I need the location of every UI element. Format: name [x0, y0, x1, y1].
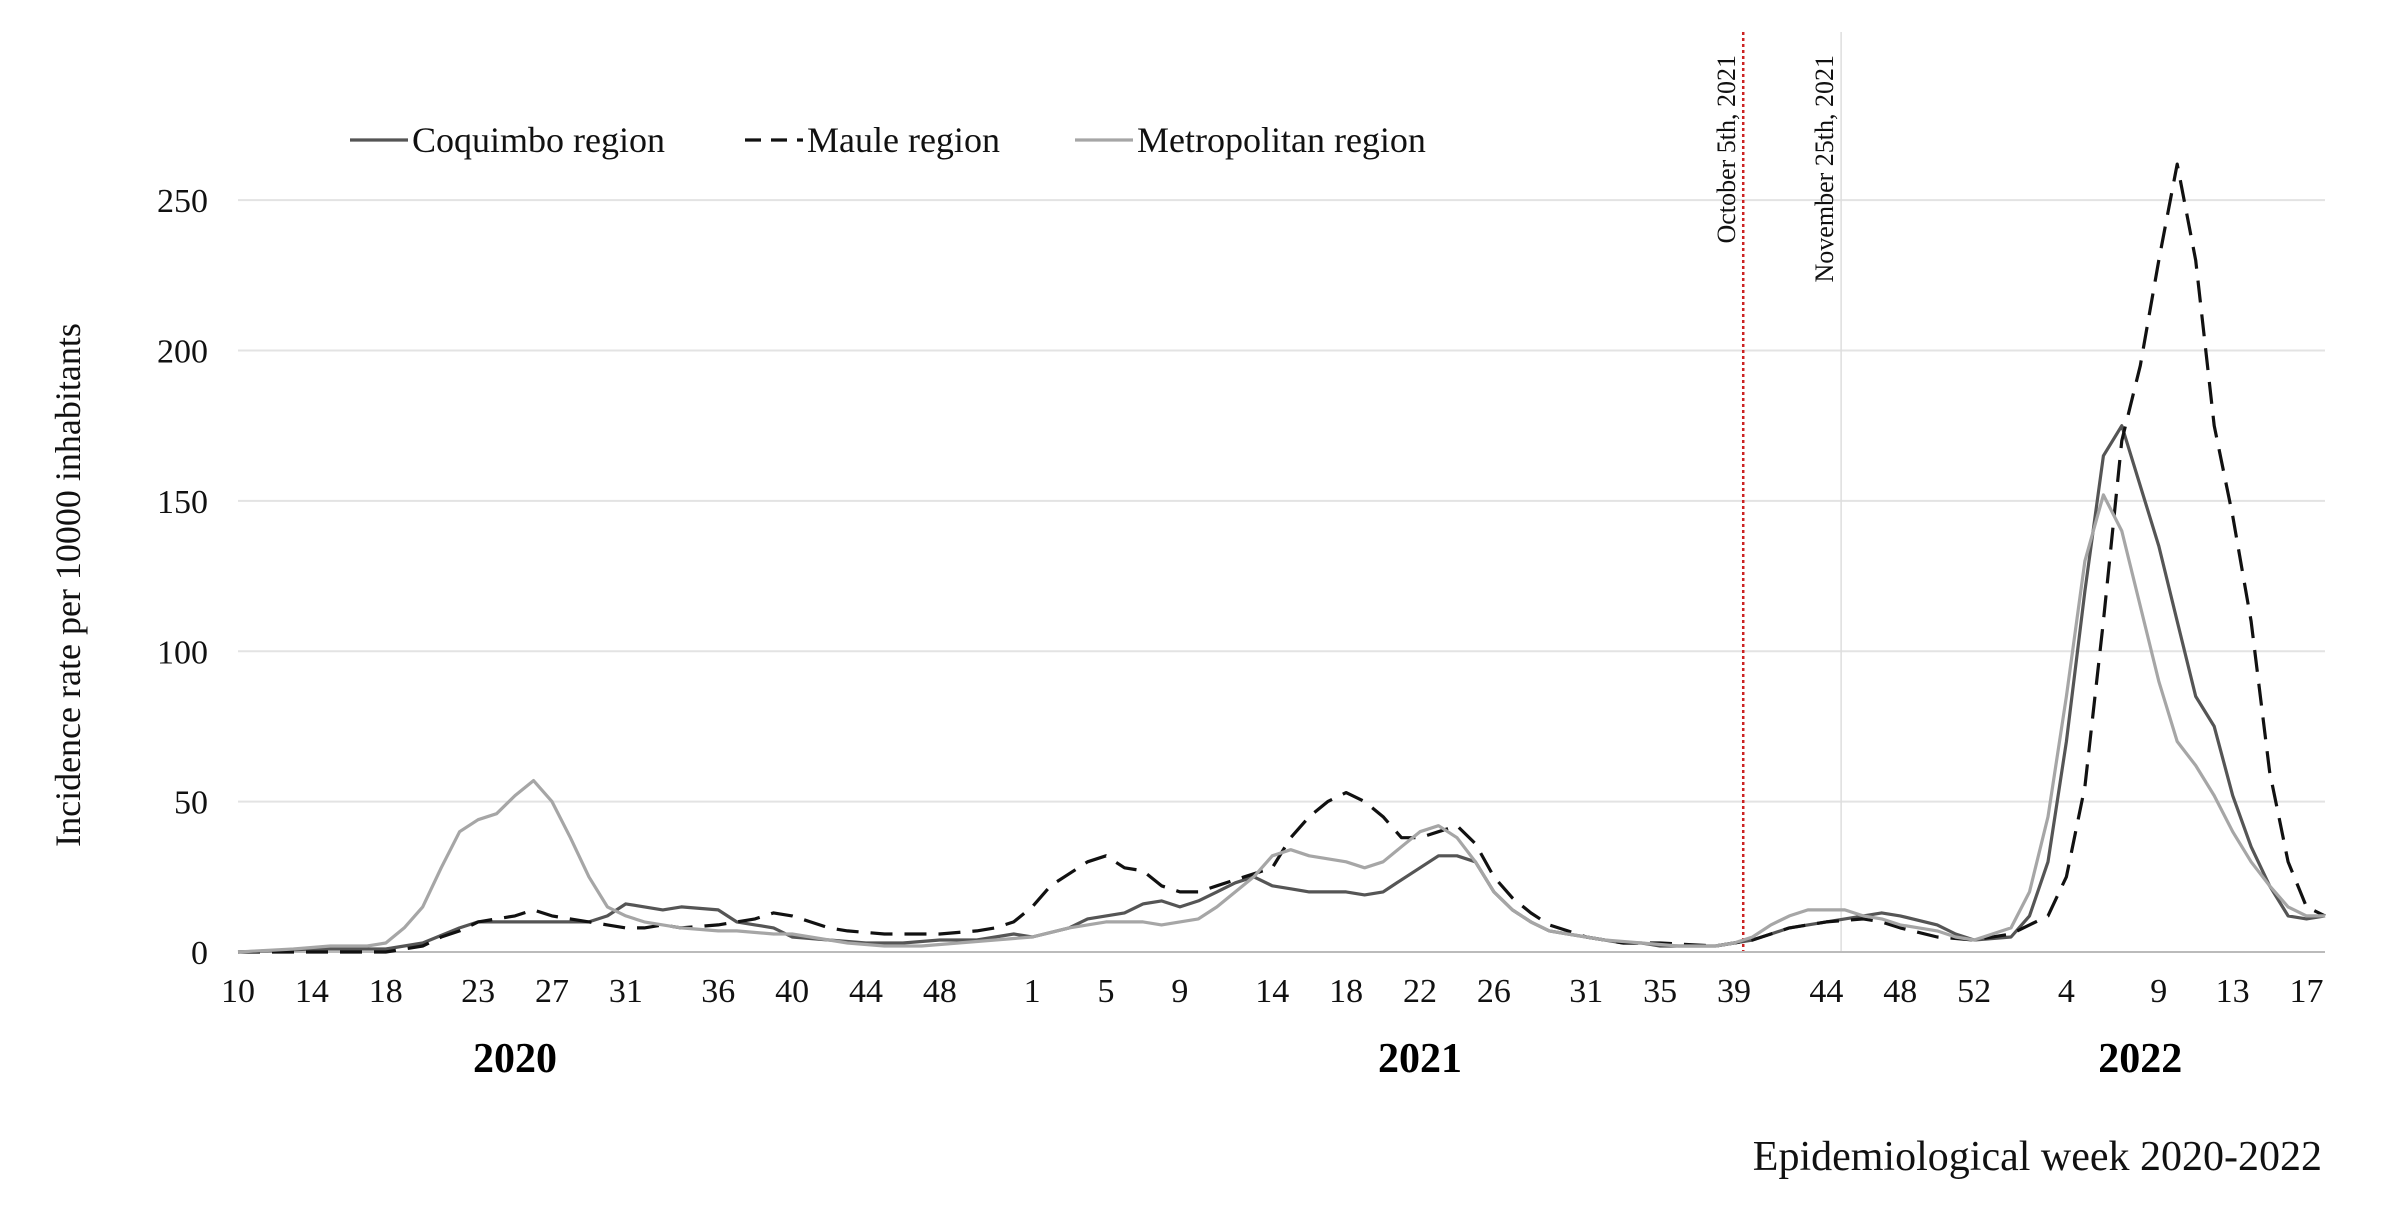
x-tick-label: 35	[1643, 973, 1677, 1010]
x-tick-labels: 10 14 18 23 27 31 36 40 44 48 1 5 9 14 18 22 26 31 35 39 44 4…	[221, 973, 2324, 1010]
series-line-metropolitan-region	[237, 493, 2325, 954]
year-label-2020: 2020	[473, 1036, 557, 1082]
x-tick-label: 31	[1569, 973, 1603, 1010]
y-tick-label: 150	[157, 484, 208, 521]
gridlines	[238, 199, 2325, 803]
x-tick-label: 23	[461, 973, 495, 1010]
legend: Coquimbo region Maule region Metropolitan …	[350, 120, 1426, 160]
x-axis-label: Epidemiological week 2020-2022	[1753, 1134, 2322, 1180]
series-lines	[237, 162, 2326, 954]
legend-label: Coquimbo region	[412, 120, 665, 160]
y-tick-label: 100	[157, 634, 208, 671]
x-tick-label: 1	[1024, 973, 1041, 1010]
x-tick-label: 4	[2058, 973, 2075, 1010]
vertical-marker-label: October 5th, 2021	[1712, 55, 1741, 243]
y-tick-label: 200	[157, 334, 208, 371]
x-tick-label: 13	[2216, 973, 2250, 1010]
x-tick-label: 9	[1171, 973, 1188, 1010]
x-tick-label: 31	[609, 973, 643, 1010]
series-line-maule-region	[238, 162, 2326, 954]
x-tick-label: 48	[1883, 973, 1917, 1010]
vertical-markers: October 5th, 2021 November 25th, 2021	[1712, 32, 1842, 952]
x-tick-label: 18	[369, 973, 403, 1010]
x-tick-label: 5	[1098, 973, 1115, 1010]
year-labels: 2020 2021 2022	[473, 1036, 2182, 1082]
y-tick-labels: 0 50 100 150 200 250	[157, 183, 208, 972]
x-tick-label: 18	[1329, 973, 1363, 1010]
y-tick-label: 250	[157, 183, 208, 220]
x-tick-label: 44	[1809, 973, 1843, 1010]
x-tick-label: 26	[1477, 973, 1511, 1010]
x-tick-label: 44	[849, 973, 883, 1010]
legend-label: Metropolitan region	[1137, 120, 1426, 160]
x-tick-label: 17	[2290, 973, 2324, 1010]
series-line-coquimbo-region	[237, 424, 2326, 954]
x-tick-label: 36	[701, 973, 735, 1010]
y-axis-label: Incidence rate per 10000 inhabitants	[48, 323, 88, 847]
legend-label: Maule region	[807, 120, 1000, 160]
x-tick-label: 22	[1403, 973, 1437, 1010]
x-tick-label: 14	[295, 973, 329, 1010]
y-tick-label: 50	[174, 785, 208, 822]
x-tick-label: 14	[1255, 973, 1289, 1010]
y-tick-label: 0	[191, 935, 208, 972]
year-label-2022: 2022	[2098, 1036, 2182, 1082]
year-label-2021: 2021	[1378, 1036, 1462, 1082]
x-tick-label: 39	[1717, 973, 1751, 1010]
x-tick-label: 52	[1957, 973, 1991, 1010]
x-tick-label: 9	[2150, 973, 2167, 1010]
x-tick-label: 27	[535, 973, 569, 1010]
x-tick-label: 48	[923, 973, 957, 1010]
x-tick-label: 10	[221, 973, 255, 1010]
x-tick-label: 40	[775, 973, 809, 1010]
vertical-marker-label: November 25th, 2021	[1810, 55, 1839, 282]
